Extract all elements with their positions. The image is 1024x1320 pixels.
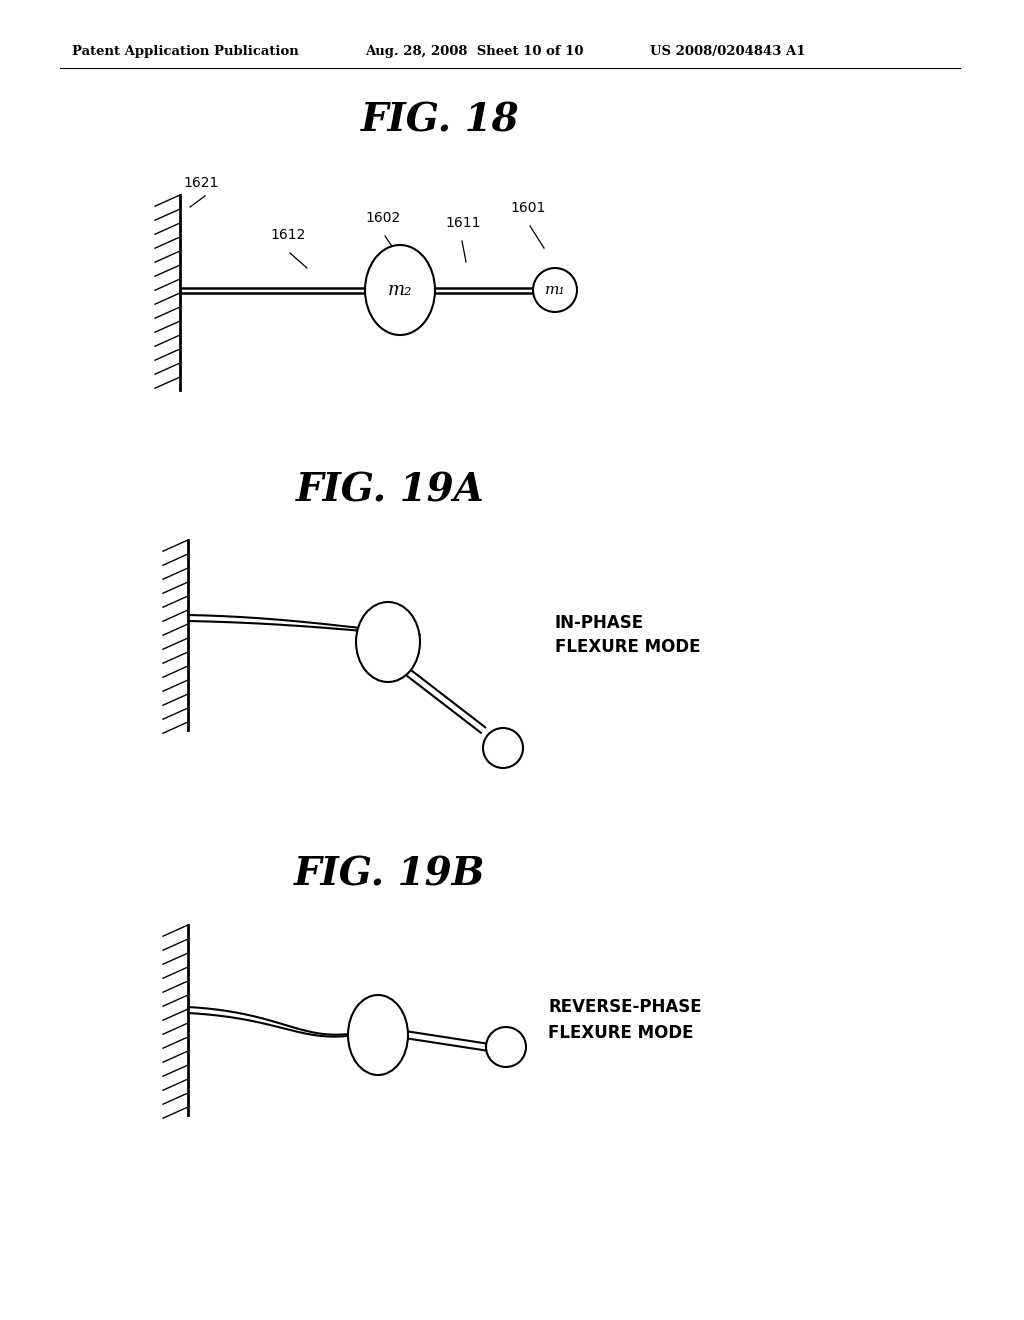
- Text: REVERSE-PHASE
FLEXURE MODE: REVERSE-PHASE FLEXURE MODE: [548, 998, 701, 1041]
- Circle shape: [534, 268, 577, 312]
- Text: US 2008/0204843 A1: US 2008/0204843 A1: [650, 45, 806, 58]
- Text: 1621: 1621: [183, 176, 218, 190]
- Ellipse shape: [348, 995, 408, 1074]
- Text: Aug. 28, 2008  Sheet 10 of 10: Aug. 28, 2008 Sheet 10 of 10: [365, 45, 584, 58]
- Circle shape: [483, 729, 523, 768]
- Ellipse shape: [365, 246, 435, 335]
- Circle shape: [486, 1027, 526, 1067]
- Text: 1611: 1611: [445, 216, 480, 230]
- Text: m₁: m₁: [545, 282, 565, 297]
- Text: Patent Application Publication: Patent Application Publication: [72, 45, 299, 58]
- Text: FIG. 18: FIG. 18: [360, 102, 519, 139]
- Text: 1612: 1612: [270, 228, 305, 242]
- Text: m₂: m₂: [388, 281, 413, 300]
- Ellipse shape: [356, 602, 420, 682]
- Text: FIG. 19B: FIG. 19B: [294, 855, 485, 894]
- Text: 1602: 1602: [365, 211, 400, 224]
- Text: FIG. 19A: FIG. 19A: [296, 471, 484, 510]
- Text: 1601: 1601: [510, 201, 546, 215]
- Text: IN-PHASE
FLEXURE MODE: IN-PHASE FLEXURE MODE: [555, 614, 700, 656]
